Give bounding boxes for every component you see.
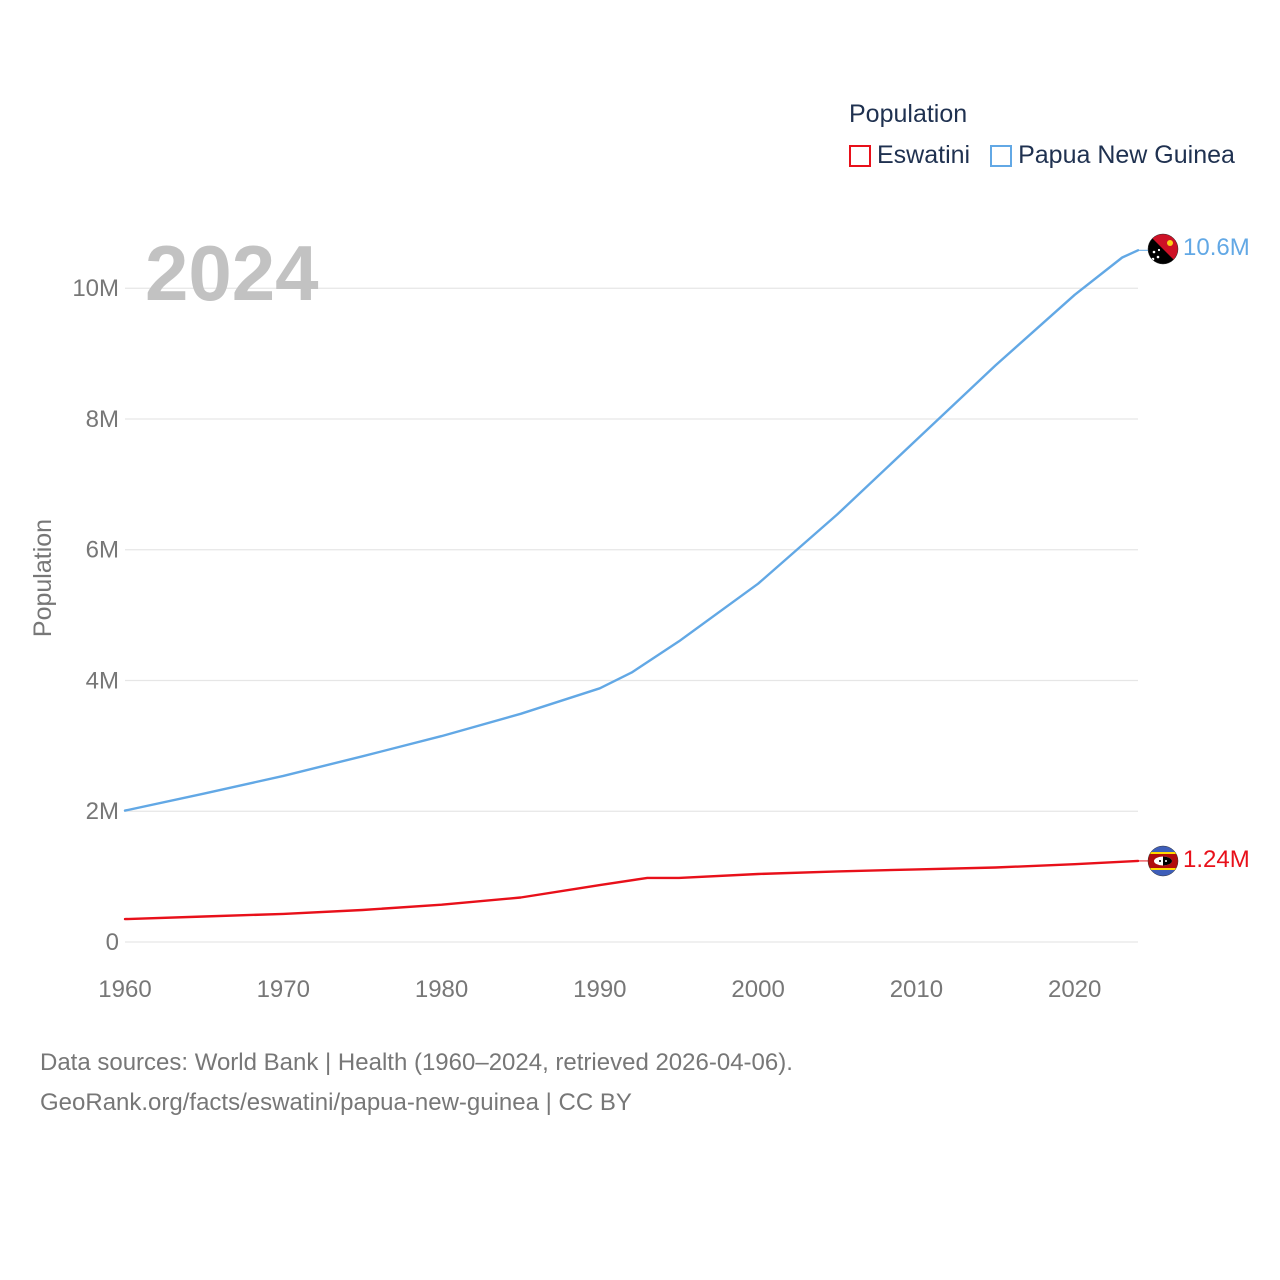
legend-title: Population bbox=[849, 100, 968, 128]
y-tick-label: 4M bbox=[86, 667, 119, 694]
x-tick-label: 1990 bbox=[573, 976, 626, 1003]
grid-lines bbox=[125, 287, 1138, 943]
source-line-2: GeoRank.org/facts/eswatini/papua-new-gui… bbox=[40, 1089, 632, 1116]
legend-label-eswatini: Eswatini bbox=[877, 141, 971, 169]
papua-new-guinea-end-label: 10.6M bbox=[1183, 234, 1250, 261]
eswatini-flag-icon bbox=[1148, 846, 1178, 876]
y-axis-ticks: 0 2M 4M 6M 8M 10M bbox=[72, 275, 119, 956]
legend-item-eswatini[interactable]: Eswatini bbox=[849, 141, 970, 170]
legend-swatch-papua-new-guinea bbox=[990, 144, 1013, 167]
legend-item-papua-new-guinea[interactable]: Papua New Guinea bbox=[990, 141, 1235, 170]
y-tick-label: 2M bbox=[86, 798, 119, 825]
x-tick-label: 1980 bbox=[415, 976, 468, 1003]
source-line-1: Data sources: World Bank | Health (1960–… bbox=[40, 1049, 793, 1076]
x-tick-label: 2020 bbox=[1048, 976, 1101, 1003]
y-tick-label: 0 bbox=[106, 929, 119, 956]
series-line-eswatini bbox=[123, 859, 1140, 921]
series-line-papua-new-guinea bbox=[123, 249, 1140, 812]
legend-swatch-eswatini bbox=[849, 144, 871, 167]
eswatini-end-label: 1.24M bbox=[1183, 846, 1250, 873]
x-tick-label: 2000 bbox=[731, 976, 784, 1003]
y-tick-label: 10M bbox=[72, 275, 119, 302]
data-source-note: Data sources: World Bank | Health (1960–… bbox=[40, 1043, 793, 1123]
chart-year-title: 2024 bbox=[145, 229, 319, 317]
x-axis-ticks: 1960 1970 1980 1990 2000 2010 2020 bbox=[98, 976, 1101, 1003]
papua-new-guinea-flag-icon bbox=[1148, 234, 1178, 264]
x-tick-label: 1960 bbox=[98, 976, 151, 1003]
y-tick-label: 8M bbox=[86, 406, 119, 433]
y-axis-label: Population bbox=[29, 519, 57, 637]
legend-label-papua-new-guinea: Papua New Guinea bbox=[1018, 141, 1235, 169]
x-tick-label: 1970 bbox=[257, 976, 310, 1003]
legend: Eswatini Papua New Guinea bbox=[849, 141, 1255, 170]
y-tick-label: 6M bbox=[86, 537, 119, 564]
x-tick-label: 2010 bbox=[890, 976, 943, 1003]
series-lines bbox=[123, 249, 1148, 921]
